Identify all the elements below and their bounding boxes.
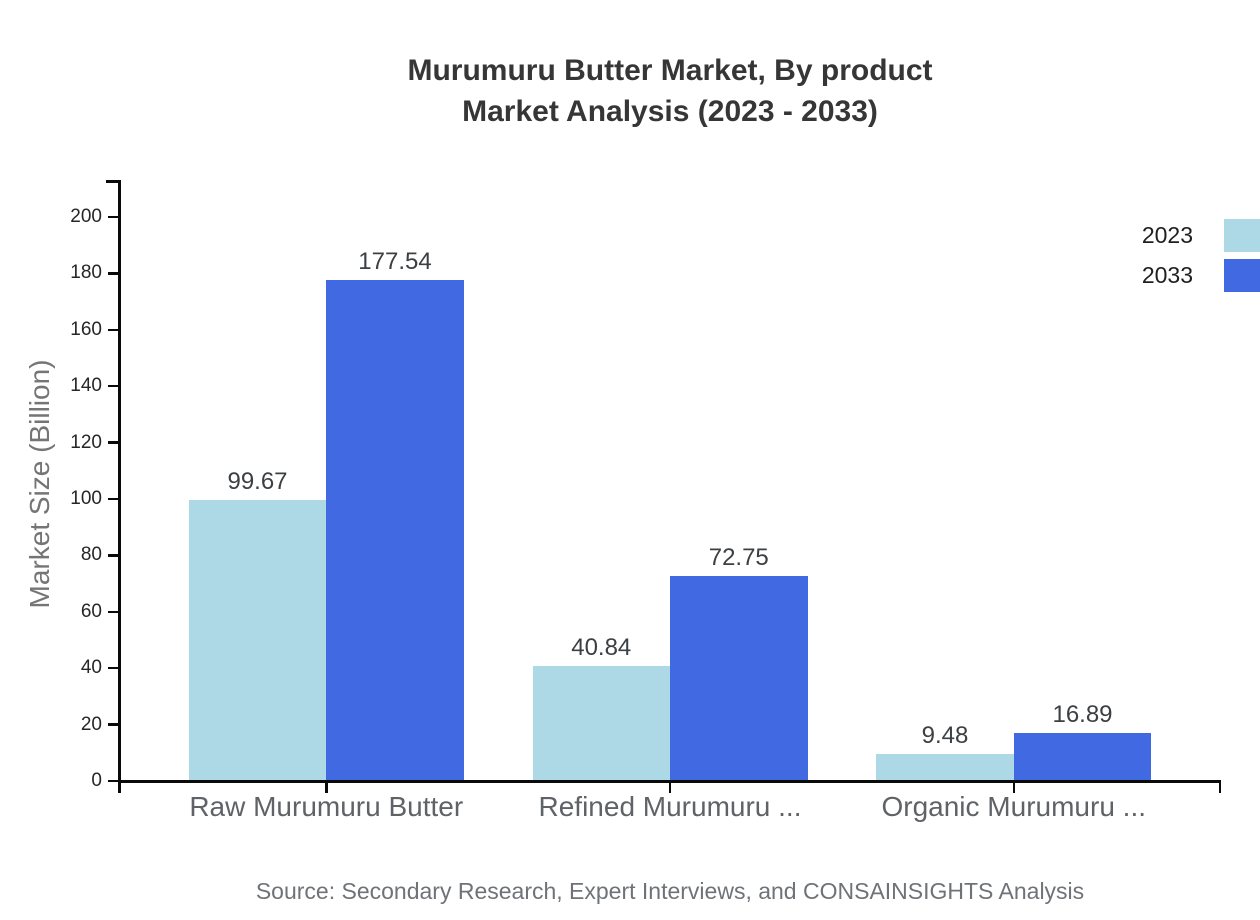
y-tick-label: 100 <box>70 488 102 509</box>
value-label-2023-1: 99.67 <box>227 467 288 495</box>
chart-title-line1: Murumuru Butter Market, By product <box>407 54 933 87</box>
y-tick-label: 80 <box>80 544 102 566</box>
y-tick-label: 200 <box>70 206 102 227</box>
y-tick-mark <box>108 610 120 614</box>
y-axis-spine <box>118 180 121 793</box>
y-tick-label: 20 <box>80 713 102 735</box>
legend-label-2023: 2023 <box>1141 222 1193 248</box>
x-tick-mark <box>325 780 328 793</box>
y-tick-mark <box>108 779 120 783</box>
y-tick-label: 140 <box>70 375 102 397</box>
y-tick-mark <box>108 554 120 557</box>
y-tick-label: 160 <box>70 318 102 340</box>
y-tick-label: 0 <box>91 770 102 791</box>
y-tick-label: 40 <box>80 657 102 679</box>
bar-2033-3 <box>1013 733 1152 780</box>
value-label-2023-2: 40.84 <box>571 633 632 661</box>
chart-title-line2: Market Analysis (2023 - 2033) <box>462 95 878 128</box>
y-tick-mark <box>108 497 120 501</box>
legend-swatch-2023 <box>1224 219 1260 252</box>
source-text: Source: Secondary Research, Expert Inter… <box>255 878 1085 904</box>
x-axis-right-cap <box>1218 779 1221 793</box>
chart-title: Murumuru Butter Market, By product Marke… <box>120 50 1220 132</box>
bar-2023-2 <box>532 665 670 780</box>
x-tick-mark <box>1012 780 1015 793</box>
bar-2033-1 <box>326 280 464 780</box>
value-label-2023-3: 9.48 <box>921 722 969 750</box>
y-tick-label: 60 <box>80 600 102 622</box>
y-axis-top-cap <box>106 180 119 183</box>
y-tick-mark <box>108 272 120 275</box>
x-category-label: Raw Murumuru Butter <box>189 791 464 822</box>
y-tick-mark <box>108 384 120 388</box>
legend-item-2023: 2023 <box>1142 219 1260 252</box>
y-tick-mark <box>108 328 120 332</box>
bar-2033-2 <box>670 575 808 780</box>
x-tick-mark <box>668 780 672 793</box>
value-label-2033-3: 16.89 <box>1052 701 1113 729</box>
y-tick-mark <box>108 441 120 444</box>
x-category-label: Organic Murumuru ... <box>881 791 1147 822</box>
bar-2023-3 <box>876 754 1014 780</box>
y-tick-label: 120 <box>70 431 102 453</box>
value-label-2033-2: 72.75 <box>708 543 769 571</box>
x-category-label: Refined Murumuru ... <box>538 791 802 822</box>
legend-item-2033: 2033 <box>1142 259 1260 292</box>
bar-2023-1 <box>188 499 327 780</box>
legend: 2023 2033 <box>1142 219 1260 299</box>
y-tick-mark <box>108 723 120 726</box>
value-label-2033-1: 177.54 <box>358 248 432 276</box>
legend-label-2033: 2033 <box>1141 262 1193 288</box>
legend-swatch-2033 <box>1224 259 1260 292</box>
y-tick-mark <box>108 666 120 670</box>
y-tick-label: 180 <box>70 262 102 284</box>
y-tick-mark <box>108 215 120 219</box>
